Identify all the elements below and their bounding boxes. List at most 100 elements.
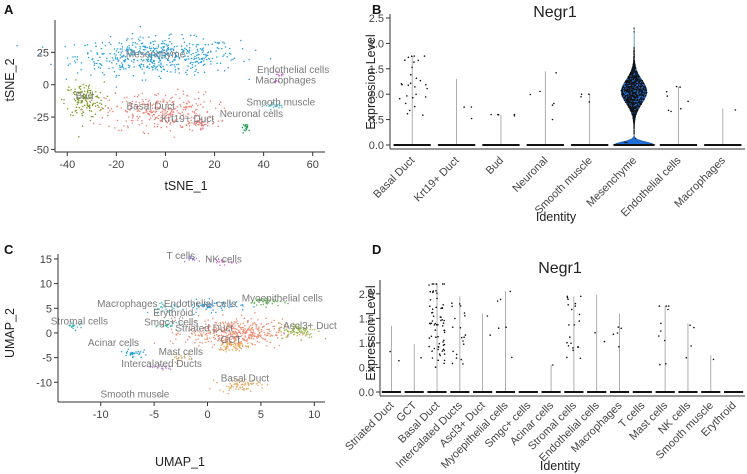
point xyxy=(136,96,139,98)
point xyxy=(212,329,214,331)
point xyxy=(125,49,127,52)
cell-point xyxy=(429,305,431,308)
point xyxy=(223,42,226,45)
point xyxy=(83,93,86,96)
point xyxy=(224,52,227,55)
point xyxy=(215,258,217,261)
point xyxy=(93,60,95,63)
point xyxy=(242,326,244,329)
point xyxy=(137,94,140,96)
violin-axes-d: 0.00.51.01.52.0 xyxy=(359,280,745,399)
cell-point xyxy=(428,345,431,348)
x-tick-label: -5 xyxy=(149,409,159,421)
cluster-label-erythroid: Erythroid xyxy=(153,308,193,319)
cell-point xyxy=(634,82,636,84)
point xyxy=(127,116,130,118)
x-tick-label: 40 xyxy=(258,159,270,171)
point xyxy=(116,48,119,50)
cell-point xyxy=(633,61,635,63)
point xyxy=(289,325,292,328)
point xyxy=(248,326,251,328)
point xyxy=(215,50,217,52)
point xyxy=(124,56,127,58)
point xyxy=(176,105,178,108)
cell-point xyxy=(455,353,458,356)
point xyxy=(193,259,196,261)
cell-point xyxy=(434,329,437,331)
cell-point xyxy=(529,93,532,96)
point xyxy=(108,110,111,112)
cell-point xyxy=(632,72,634,74)
point xyxy=(178,58,181,60)
point xyxy=(116,57,119,59)
point xyxy=(174,71,177,73)
point xyxy=(193,302,195,305)
cell-point xyxy=(640,89,643,92)
point xyxy=(179,97,181,100)
point xyxy=(166,103,168,106)
point xyxy=(153,63,156,65)
x-tick-label: 0 xyxy=(162,159,168,171)
point xyxy=(159,323,161,326)
cell-point xyxy=(635,91,637,93)
cell-point xyxy=(419,79,422,82)
point xyxy=(180,105,182,107)
point xyxy=(184,341,187,343)
cell-point xyxy=(670,110,672,113)
point xyxy=(235,349,237,351)
point xyxy=(126,125,129,127)
point xyxy=(197,43,199,46)
point xyxy=(210,306,212,309)
point xyxy=(168,322,171,325)
point xyxy=(99,56,101,59)
point xyxy=(81,99,84,102)
cell-point xyxy=(629,82,632,85)
point xyxy=(66,108,69,110)
point xyxy=(226,325,228,328)
cell-point xyxy=(693,326,695,329)
point xyxy=(234,339,236,341)
point xyxy=(157,107,159,109)
point xyxy=(195,122,198,124)
point xyxy=(243,388,245,390)
cell-point xyxy=(629,103,632,106)
point xyxy=(83,95,85,98)
point xyxy=(210,51,212,53)
cell-point xyxy=(635,73,637,75)
cell-point xyxy=(637,83,640,85)
cell-point xyxy=(633,68,635,70)
point xyxy=(279,300,282,303)
point xyxy=(103,96,105,99)
cell-point xyxy=(431,311,434,314)
point xyxy=(165,308,167,311)
point xyxy=(143,103,146,105)
point xyxy=(297,328,300,331)
point xyxy=(212,317,214,320)
point xyxy=(224,110,226,112)
point xyxy=(250,317,252,320)
point xyxy=(185,115,187,118)
cell-point xyxy=(644,85,646,87)
point xyxy=(109,43,112,46)
point xyxy=(277,304,279,307)
point xyxy=(190,119,192,122)
point xyxy=(234,343,237,345)
point xyxy=(214,107,217,110)
cell-point xyxy=(633,49,635,51)
cell-point xyxy=(579,357,582,360)
point xyxy=(201,51,204,54)
point xyxy=(123,125,125,127)
cluster-label-macrophages: Macrophages xyxy=(255,75,316,86)
cell-point xyxy=(633,127,635,129)
point xyxy=(152,47,155,49)
point xyxy=(201,121,203,124)
point xyxy=(127,50,129,53)
point xyxy=(268,330,271,333)
point xyxy=(310,333,312,335)
point xyxy=(157,311,159,314)
cell-point xyxy=(630,79,633,81)
cell-point xyxy=(633,52,635,54)
point xyxy=(161,107,163,110)
point xyxy=(163,320,165,323)
point xyxy=(324,337,327,340)
